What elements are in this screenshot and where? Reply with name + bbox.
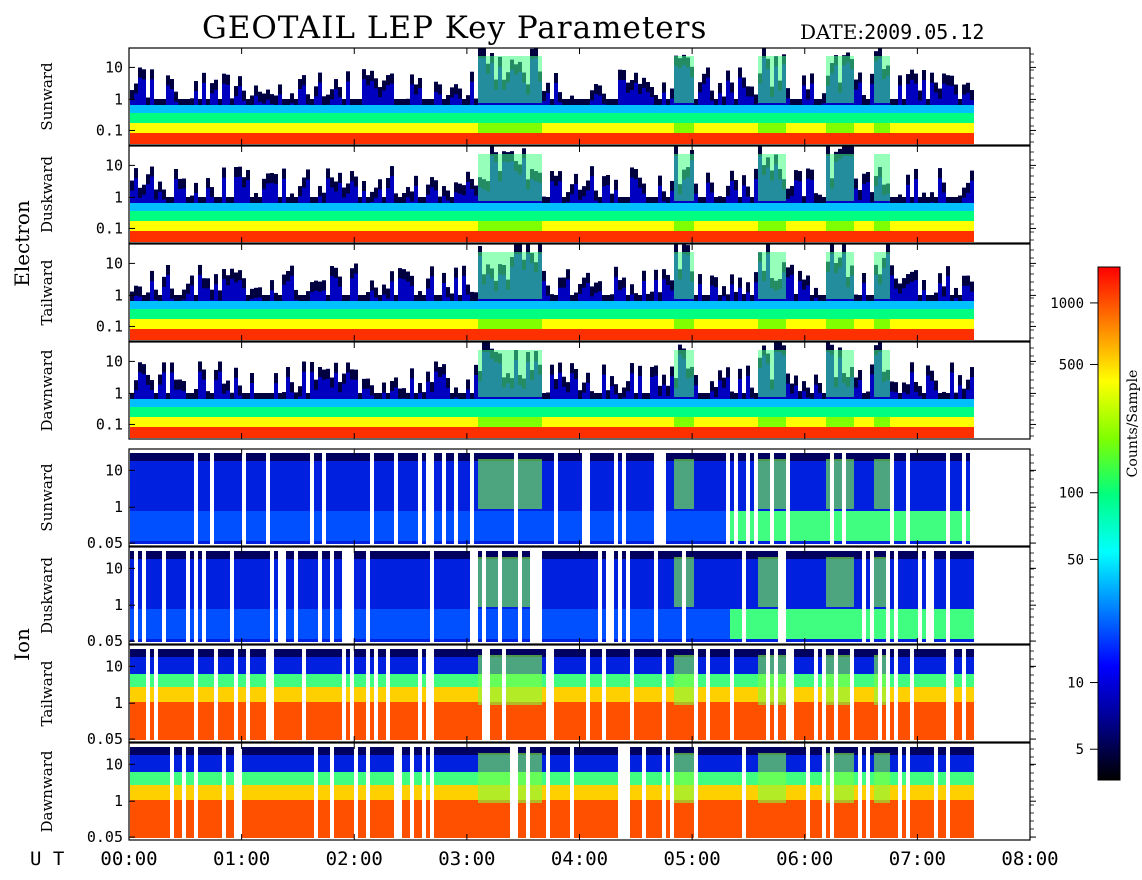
y-tick-label: 10	[105, 156, 123, 174]
y-tick-label: 1	[114, 596, 123, 614]
y-tick-label: 0.05	[87, 828, 123, 846]
y-tick-label: 10	[105, 559, 123, 577]
date-value: 2009.05.12	[864, 20, 985, 44]
panel-electron-dawnward	[130, 342, 974, 438]
panel-label: Duskward	[38, 156, 56, 233]
y-tick-label: 0.1	[96, 317, 123, 335]
y-tick-label: 10	[105, 461, 123, 479]
x-tick-label: 03:00	[438, 848, 495, 870]
y-tick-label: 10	[105, 254, 123, 272]
panel-ion-sunward	[130, 453, 970, 544]
panels-layer	[130, 48, 974, 838]
x-tick-label: 02:00	[326, 848, 383, 870]
panel-label: Sunward	[38, 62, 56, 131]
y-tick-label: 1	[114, 286, 123, 304]
y-tick-label: 0.1	[96, 219, 123, 237]
y-tick-label: 10	[105, 657, 123, 675]
y-tick-label: 1	[114, 188, 123, 206]
x-tick-label: 04:00	[551, 848, 608, 870]
y-tick-label: 0.1	[96, 121, 123, 139]
panel-electron-sunward	[130, 48, 974, 144]
panel-ion-tailward	[130, 649, 974, 740]
x-tick-label: 06:00	[776, 848, 833, 870]
y-tick-label: 0.1	[96, 415, 123, 433]
y-tick-label: 0.05	[87, 534, 123, 552]
panel-label: Tailward	[38, 259, 56, 325]
colorbar-tick-label: 5	[1076, 742, 1084, 758]
y-tick-label: 10	[105, 755, 123, 773]
colorbar-label: Counts/Sample	[1125, 370, 1141, 478]
date-label: DATE:	[800, 20, 865, 44]
group-label: Ion	[10, 628, 34, 661]
y-tick-label: 1	[114, 384, 123, 402]
x-tick-label: 08:00	[1001, 848, 1058, 870]
panel-electron-tailward	[130, 244, 974, 340]
y-tick-label: 10	[105, 58, 123, 76]
panel-label: Dawnward	[38, 349, 56, 431]
colorbar-tick-label: 50	[1067, 552, 1084, 568]
colorbar-tick-label: 500	[1059, 357, 1084, 373]
y-tick-label: 1	[114, 694, 123, 712]
x-axis-label: U T	[30, 848, 64, 870]
panel-ion-dawnward	[130, 747, 974, 838]
group-label: Electron	[10, 200, 34, 287]
chart-title: GEOTAIL LEP Key Parameters	[202, 10, 708, 46]
colorbar	[1097, 266, 1121, 781]
x-tick-label: 00:00	[100, 848, 157, 870]
x-tick-label: 07:00	[889, 848, 946, 870]
panel-ion-duskward	[130, 551, 974, 642]
y-tick-label: 1	[114, 498, 123, 516]
x-tick-label: 05:00	[664, 848, 721, 870]
y-tick-label: 10	[105, 352, 123, 370]
panel-label: Duskward	[38, 557, 56, 634]
panel-electron-duskward	[130, 146, 974, 242]
colorbar-tick-label: 100	[1059, 486, 1084, 502]
y-tick-label: 0.05	[87, 730, 123, 748]
x-tick-label: 01:00	[213, 848, 270, 870]
colorbar-tick-label: 10	[1067, 676, 1084, 692]
panel-label: Tailward	[38, 660, 56, 726]
date-readout: DATE:2009.05.12	[800, 20, 984, 44]
y-tick-label: 0.05	[87, 632, 123, 650]
y-tick-label: 1	[114, 792, 123, 810]
y-tick-label: 1	[114, 90, 123, 108]
panel-label: Dawnward	[38, 750, 56, 832]
colorbar-tick-label: 1000	[1050, 296, 1084, 312]
axes-layer: 10 1 0.1 Sunward 10 1 0.1 Duskward 10 1 0.1 Tailwar…	[10, 47, 1141, 870]
panel-label: Sunward	[38, 463, 56, 532]
